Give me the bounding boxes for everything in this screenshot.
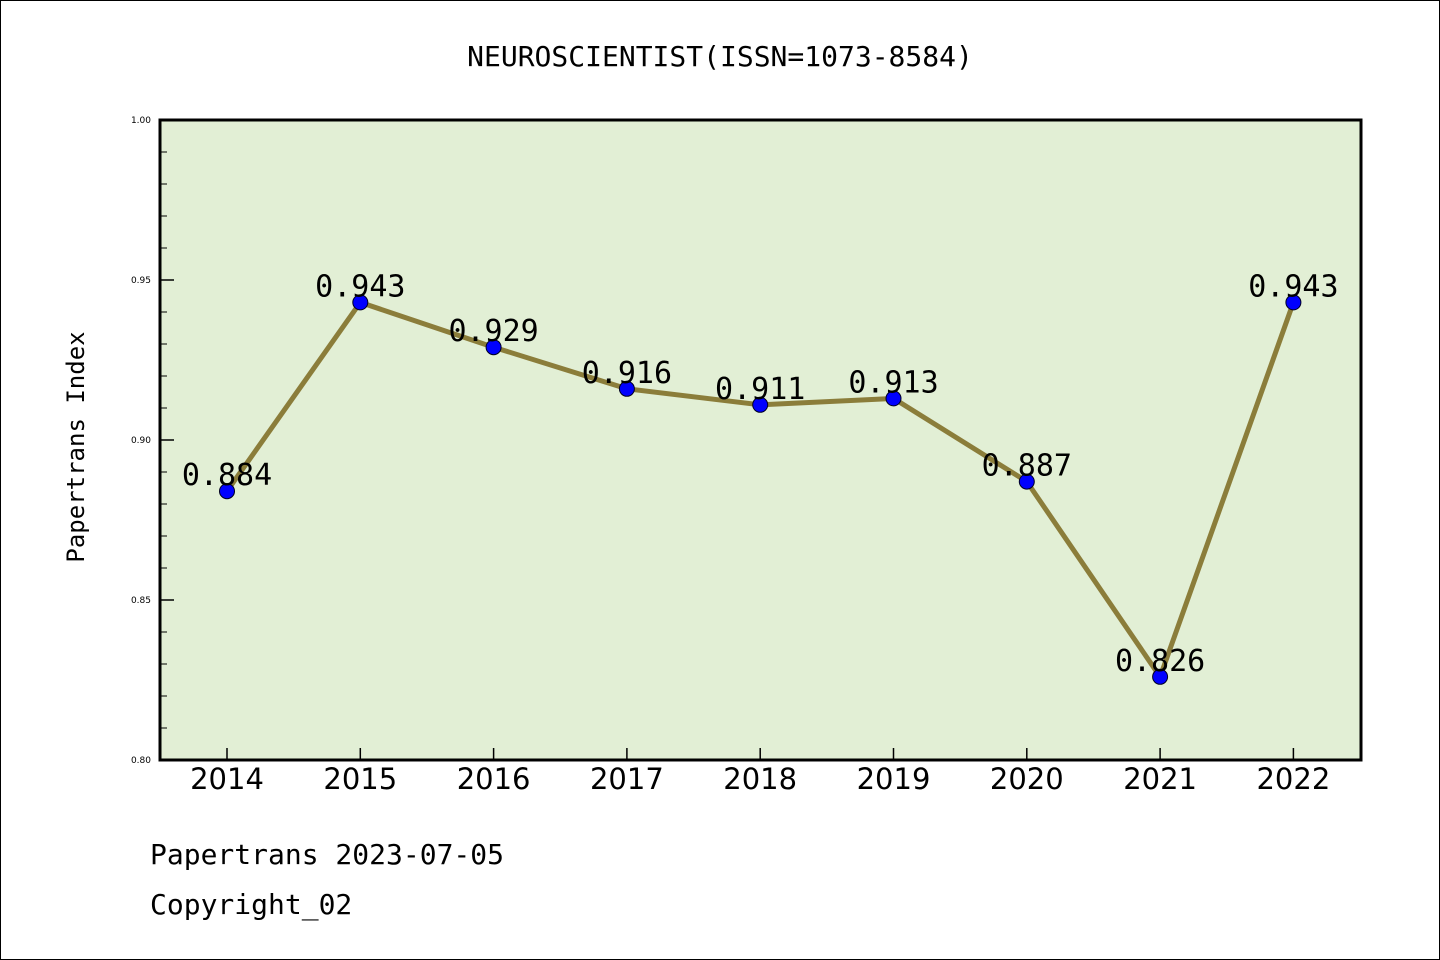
data-point [219, 483, 235, 500]
y-tick-label: 1.00 [131, 116, 151, 126]
x-tick-label: 2014 [190, 762, 264, 796]
x-tick-label: 2016 [457, 762, 531, 796]
data-label: 0.916 [582, 356, 672, 391]
data-label: 0.911 [715, 372, 805, 407]
data-label: 0.943 [1248, 269, 1338, 304]
y-minor-ticks [160, 151, 167, 729]
data-label: 0.887 [982, 449, 1072, 484]
data-point [485, 339, 502, 356]
y-tick-label: 0.90 [131, 436, 151, 446]
footer-copyright: Copyright_02 [150, 888, 352, 922]
y-tick-label: 0.85 [131, 596, 151, 606]
x-tick-label: 2020 [990, 762, 1064, 796]
x-tick-label: 2017 [590, 762, 664, 796]
data-point [1152, 668, 1169, 685]
x-tick-label: 2022 [1256, 762, 1330, 796]
x-tick-label: 2021 [1123, 762, 1197, 796]
y-tick-label: 0.95 [131, 276, 151, 286]
data-labels: 0.884 0.943 0.929 0.916 0.911 0.913 0.887 0.826… [182, 269, 1339, 678]
data-label: 0.913 [848, 365, 938, 400]
x-tick-label: 2018 [723, 762, 797, 796]
data-point [752, 396, 769, 413]
data-point [352, 294, 369, 311]
data-point [1285, 294, 1302, 311]
data-points [219, 294, 1302, 685]
y-axis-label: Papertrans Index [62, 331, 90, 562]
y-axis: 0.80 0.85 0.90 0.95 1.00 [131, 116, 174, 766]
data-point [1018, 473, 1035, 490]
data-label: 0.884 [182, 458, 272, 493]
x-tick-label: 2015 [323, 762, 397, 796]
plot-area [158, 118, 1363, 762]
data-point [618, 380, 635, 397]
data-label: 0.943 [315, 269, 405, 304]
data-point [885, 390, 902, 407]
x-axis: 2014 2015 2016 2017 2018 2019 2020 2021 2022 [190, 748, 1330, 796]
y-tick-label: 0.80 [131, 756, 151, 766]
data-label: 0.929 [448, 314, 538, 349]
chart-title: NEUROSCIENTIST(ISSN=1073-8584) [467, 40, 973, 73]
data-label: 0.826 [1115, 644, 1205, 679]
x-tick-label: 2019 [857, 762, 931, 796]
footer-date: Papertrans 2023-07-05 [150, 838, 504, 871]
